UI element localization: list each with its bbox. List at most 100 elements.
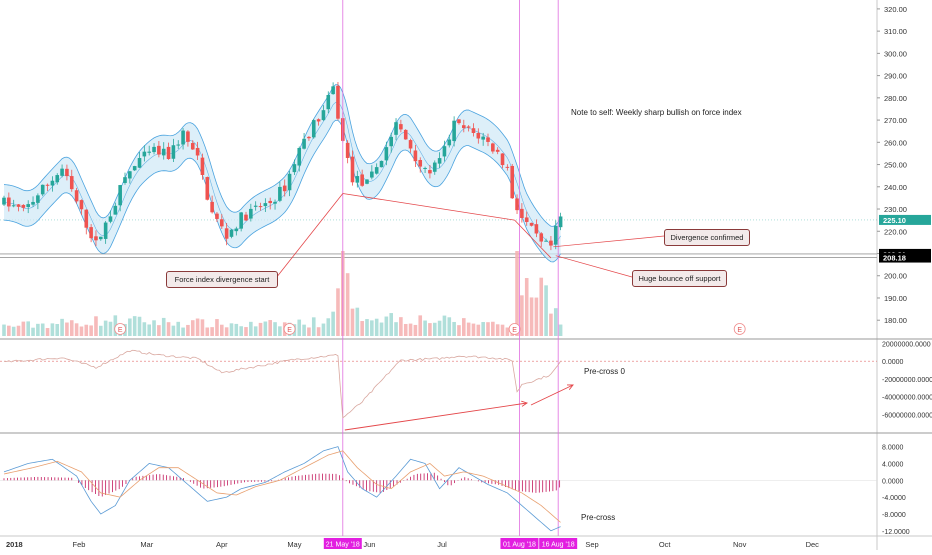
volume-bar bbox=[529, 297, 534, 336]
volume-bar bbox=[399, 317, 403, 336]
candle-body bbox=[442, 146, 447, 157]
candle-body bbox=[418, 160, 423, 167]
candle-body bbox=[466, 126, 471, 128]
force-tick-label: -60000000.0000 bbox=[882, 412, 932, 419]
price-badge bbox=[879, 214, 931, 225]
time-axis-label: Feb bbox=[73, 540, 86, 549]
earnings-label: E bbox=[287, 327, 292, 334]
candle-body bbox=[500, 153, 505, 166]
volume-bar bbox=[544, 285, 548, 336]
candle-body bbox=[123, 177, 127, 183]
candle-body bbox=[94, 236, 98, 241]
volume-bar bbox=[65, 322, 69, 336]
volume-bar bbox=[16, 325, 21, 336]
volume-bar bbox=[60, 318, 64, 336]
price-tick-label: 320.00 bbox=[884, 5, 907, 14]
volume-bar bbox=[408, 323, 413, 336]
candle-body bbox=[7, 197, 11, 207]
force-divergence-arrow bbox=[344, 402, 528, 431]
volume-bar bbox=[137, 316, 142, 336]
candle-body bbox=[413, 150, 418, 162]
candle-body bbox=[244, 214, 248, 221]
date-highlight-label: 21 May '18 bbox=[326, 542, 360, 549]
volume-bar bbox=[505, 327, 510, 336]
candle-body bbox=[302, 138, 306, 149]
candle-body bbox=[200, 157, 205, 175]
candle-body bbox=[389, 136, 393, 147]
candle-body bbox=[486, 137, 490, 142]
price-tick-label: 270.00 bbox=[884, 116, 907, 125]
volume-bar bbox=[307, 327, 311, 336]
time-axis-label: Oct bbox=[659, 540, 672, 549]
volume-bar bbox=[462, 318, 466, 336]
candle-body bbox=[462, 125, 466, 129]
price-tick-label: 190.00 bbox=[884, 294, 907, 303]
date-highlight-badge bbox=[539, 538, 578, 549]
volume-bar bbox=[55, 323, 60, 336]
volume-bar bbox=[152, 320, 156, 336]
volume-bar bbox=[239, 326, 243, 336]
volume-bar bbox=[418, 315, 423, 336]
candle-body bbox=[553, 225, 558, 245]
candle-body bbox=[132, 166, 137, 171]
candle-body bbox=[273, 201, 277, 204]
candle-body bbox=[239, 212, 243, 229]
candle-body bbox=[16, 204, 21, 207]
force-tick-label: 0.0000 bbox=[882, 359, 904, 366]
candle-body bbox=[278, 186, 282, 201]
candle-body bbox=[31, 201, 35, 205]
volume-bar bbox=[524, 278, 529, 336]
candle-body bbox=[220, 219, 224, 227]
volume-bar bbox=[26, 321, 30, 336]
volume-bar bbox=[220, 324, 224, 336]
candle-body bbox=[253, 205, 258, 207]
volume-bar bbox=[50, 323, 55, 336]
candle-body bbox=[428, 170, 432, 174]
volume-bar bbox=[79, 326, 84, 336]
candle-body bbox=[447, 139, 452, 146]
time-axis-label: 2018 bbox=[6, 540, 23, 549]
time-axis-label: May bbox=[287, 540, 301, 549]
candle-body bbox=[103, 222, 108, 239]
candle-body bbox=[505, 166, 510, 168]
candle-body bbox=[476, 132, 481, 139]
candle-body bbox=[287, 173, 292, 191]
candle-body bbox=[176, 144, 181, 146]
price-tick-label: 250.00 bbox=[884, 161, 907, 170]
volume-bar bbox=[132, 316, 137, 336]
volume-bar bbox=[258, 322, 263, 336]
callout-pointer-bounce bbox=[555, 255, 633, 278]
volume-bar bbox=[147, 324, 151, 336]
volume-bar bbox=[370, 320, 374, 336]
volume-bar bbox=[128, 318, 132, 336]
candle-body bbox=[118, 185, 122, 206]
volume-bar bbox=[384, 316, 389, 336]
candle-body bbox=[510, 165, 514, 199]
candle-body bbox=[379, 160, 384, 168]
candle-body bbox=[408, 140, 413, 149]
candle-body bbox=[40, 184, 45, 195]
macd-tick-label: 0.0000 bbox=[882, 478, 904, 485]
date-highlight-badge bbox=[500, 538, 539, 549]
volume-bar bbox=[413, 324, 418, 336]
candle-body bbox=[471, 128, 476, 133]
volume-bar bbox=[553, 308, 558, 336]
volume-bar bbox=[350, 308, 355, 336]
volume-bar bbox=[442, 315, 447, 336]
candle-body bbox=[205, 177, 210, 200]
earnings-label: E bbox=[512, 327, 517, 334]
volume-bar bbox=[215, 319, 219, 336]
volume-bar bbox=[394, 322, 398, 336]
volume-bar bbox=[205, 327, 210, 336]
candle-body bbox=[195, 148, 200, 156]
candle-body bbox=[403, 129, 408, 140]
callout-huge-bounce: Huge bounce off support bbox=[632, 270, 727, 287]
volume-bar bbox=[234, 323, 239, 336]
candle-body bbox=[2, 197, 6, 205]
candle-body bbox=[307, 136, 311, 139]
earnings-marker bbox=[283, 323, 296, 335]
volume-bar bbox=[229, 323, 234, 336]
label-pre-cross-0: Pre-cross 0 bbox=[584, 367, 625, 376]
volume-bar bbox=[94, 316, 98, 336]
volume-bar bbox=[374, 318, 379, 336]
